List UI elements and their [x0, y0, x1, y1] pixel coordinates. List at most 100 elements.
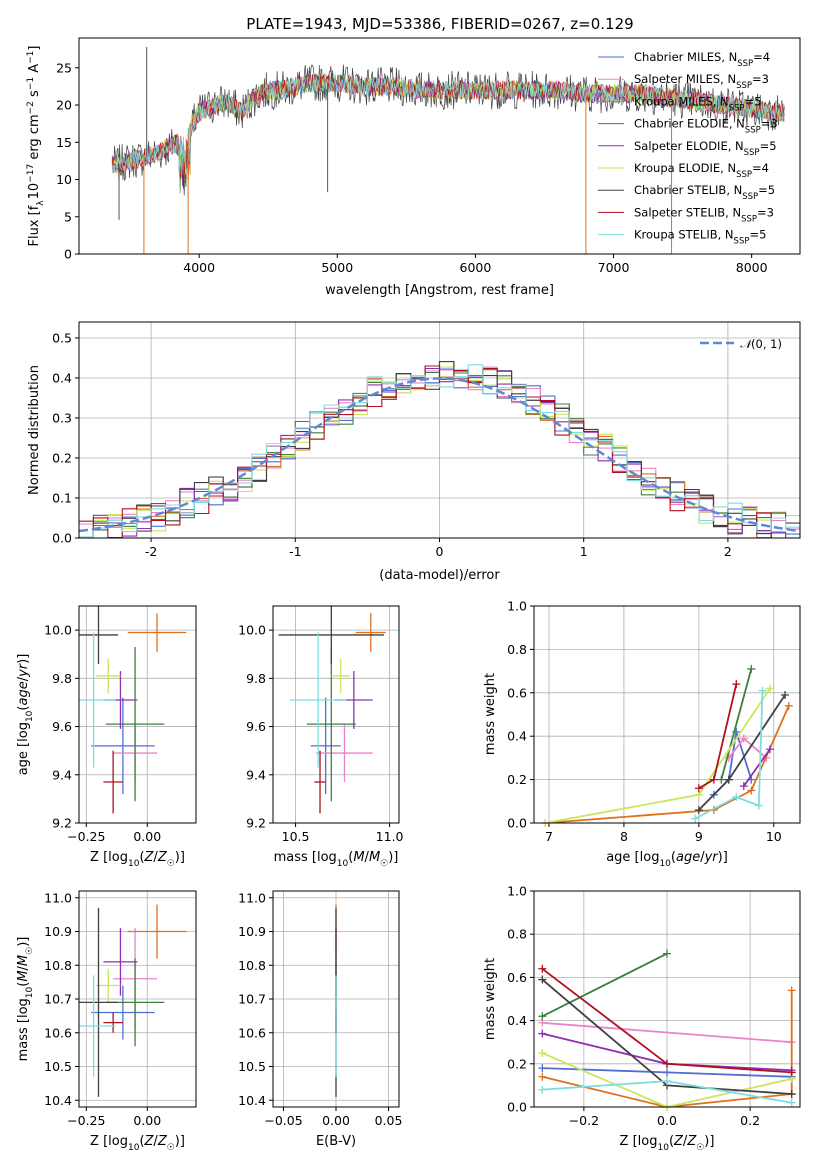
- y-tick-label: 11.0: [238, 890, 266, 905]
- weight-line: [542, 990, 793, 1107]
- y-tick-label: 0.0: [52, 531, 72, 546]
- weight-marker: [766, 745, 775, 754]
- y-tick-label: 10.7: [238, 992, 266, 1007]
- weight-marker: [663, 1059, 671, 1068]
- weight-marker: [732, 680, 741, 689]
- legend-entry: Chabrier MILES, NSSP=4: [634, 50, 770, 69]
- axes-frame: [533, 890, 801, 1108]
- y-tick-label: 15: [56, 135, 72, 150]
- legend-entry: Kroupa ELODIE, NSSP=4: [634, 161, 769, 180]
- y-tick-label: 9.2: [246, 816, 266, 831]
- weight-marker: [739, 734, 748, 743]
- y-axis-label: mass weight: [483, 673, 498, 755]
- weight-marker: [787, 1090, 796, 1099]
- y-tick-label: 0.8: [507, 642, 527, 657]
- legend-entry: Kroupa MILES, NSSP=5: [634, 94, 761, 113]
- age-vs-mass-panel: 10.5 11.0 9.2 9.4 9.6 9.8 10.0 mass [log10(M/M☉…: [238, 605, 404, 869]
- x-tick-label: −0.25: [67, 1113, 105, 1128]
- x-tick-label: 0.2: [740, 1113, 760, 1128]
- weight-marker: [538, 1085, 547, 1094]
- x-tick-label: 9: [695, 829, 703, 844]
- weight-marker: [663, 949, 671, 958]
- x-axis-label: Z [log10(Z/Z☉)]: [90, 1134, 185, 1153]
- y-tick-label: 11.0: [44, 890, 72, 905]
- y-tick-label: 9.6: [246, 719, 266, 734]
- y-tick-label: 0.5: [52, 331, 72, 346]
- y-tick-label: 10.7: [44, 992, 72, 1007]
- mass-vs-Z-panel: −0.25 0.00 10.4 10.5 10.6 10.7 10.8 10.9 11.0 Z […: [16, 890, 197, 1153]
- legend-entry: Salpeter STELIB, NSSP=3: [634, 205, 774, 224]
- axes-frame: [272, 890, 400, 1108]
- y-tick-label: 10.9: [44, 924, 72, 939]
- x-tick-label: 8: [620, 829, 628, 844]
- axes-frame: [78, 37, 801, 255]
- y-tick-label: 10.5: [238, 1059, 266, 1074]
- y-tick-label: 9.6: [52, 719, 72, 734]
- residual-distribution-panel: -2 -1 0 1 2 0.0 0.1 0.2 0.3 0.4 0.5 𝒩(0, 1) (data-mo…: [27, 321, 801, 583]
- weight-marker: [691, 814, 700, 823]
- weight-marker: [739, 782, 748, 791]
- legend-entry: Chabrier STELIB, NSSP=5: [634, 183, 775, 202]
- weight-line: [545, 705, 790, 823]
- y-tick-label: 9.8: [246, 671, 266, 686]
- y-tick-label: 10.4: [44, 1093, 72, 1108]
- weight-marker: [694, 784, 703, 793]
- legend-entry: Salpeter MILES, NSSP=3: [634, 72, 769, 91]
- x-tick-label: 5000: [321, 260, 353, 275]
- spectrum-panel: 4000 5000 6000 7000 8000 0 5 10 15 20 25 wavelength…: [26, 37, 801, 298]
- x-tick-label: 1: [580, 544, 588, 559]
- x-axis-label: age [log10(age/yr)]: [606, 850, 728, 869]
- axes-frame: [272, 605, 400, 824]
- x-axis-label: Z [log10(Z/Z☉)]: [620, 1134, 715, 1153]
- weight-marker: [538, 1012, 547, 1021]
- x-tick-label: 0.0: [657, 1113, 677, 1128]
- figure-title: PLATE=1943, MJD=53386, FIBERID=0267, z=0…: [246, 15, 633, 33]
- y-tick-label: 20: [56, 98, 72, 113]
- y-axis-label: mass [log10(M/M☉)]: [16, 937, 35, 1062]
- weight-line: [542, 1021, 792, 1044]
- y-tick-label: 10.9: [238, 924, 266, 939]
- y-tick-label: 10.4: [238, 1093, 266, 1108]
- y-axis-label: Normed distribution: [27, 365, 42, 495]
- weight-marker: [787, 1068, 796, 1077]
- x-tick-label: 8000: [736, 260, 768, 275]
- x-tick-label: 0.00: [133, 1113, 161, 1128]
- weight-line: [541, 1052, 792, 1107]
- x-tick-label: 10.5: [282, 829, 310, 844]
- weight-marker: [717, 775, 726, 784]
- weight-line: [541, 952, 668, 1018]
- y-tick-label: 10.6: [44, 1025, 72, 1040]
- y-tick-label: 1.0: [507, 884, 527, 899]
- weight-marker: [709, 775, 718, 784]
- weight-line: [743, 748, 771, 787]
- y-tick-label: 10.0: [44, 623, 72, 638]
- x-tick-label: -2: [145, 544, 157, 559]
- x-tick-label: −0.2: [569, 1113, 599, 1128]
- x-axis-label: E(B-V): [316, 1134, 356, 1149]
- weight-marker: [784, 701, 793, 710]
- y-tick-label: 10.6: [238, 1025, 266, 1040]
- histogram-step: [79, 365, 800, 538]
- y-tick-label: 0.2: [52, 451, 72, 466]
- y-tick-label: 0.8: [507, 927, 527, 942]
- x-axis-label: Z [log10(Z/Z☉)]: [90, 850, 185, 869]
- y-axis-label: age [log10(age/yr)]: [16, 654, 35, 776]
- y-tick-label: 0.1: [52, 491, 72, 506]
- weight-marker: [538, 975, 547, 984]
- legend-entry: Salpeter ELODIE, NSSP=5: [634, 139, 777, 158]
- y-tick-label: 0.0: [507, 816, 527, 831]
- y-tick-label: 0.2: [507, 1056, 527, 1071]
- y-tick-label: 10.0: [238, 623, 266, 638]
- weight-marker: [538, 1049, 547, 1057]
- x-tick-label: 2: [724, 544, 732, 559]
- y-tick-label: 9.4: [52, 767, 72, 782]
- x-tick-label: 10: [766, 829, 782, 844]
- weight-marker: [663, 1077, 671, 1086]
- weight-marker: [538, 964, 547, 973]
- weight-line: [720, 668, 753, 780]
- mass-weight-vs-Z-panel: −0.2 0.0 0.2 0.0 0.2 0.4 0.6 0.8 1.0 Z [log10(Z/Z…: [483, 884, 801, 1153]
- x-tick-label: −0.25: [67, 829, 105, 844]
- x-axis-label: (data-model)/error: [379, 568, 500, 583]
- axes-frame: [78, 605, 197, 824]
- weight-marker: [538, 1029, 547, 1038]
